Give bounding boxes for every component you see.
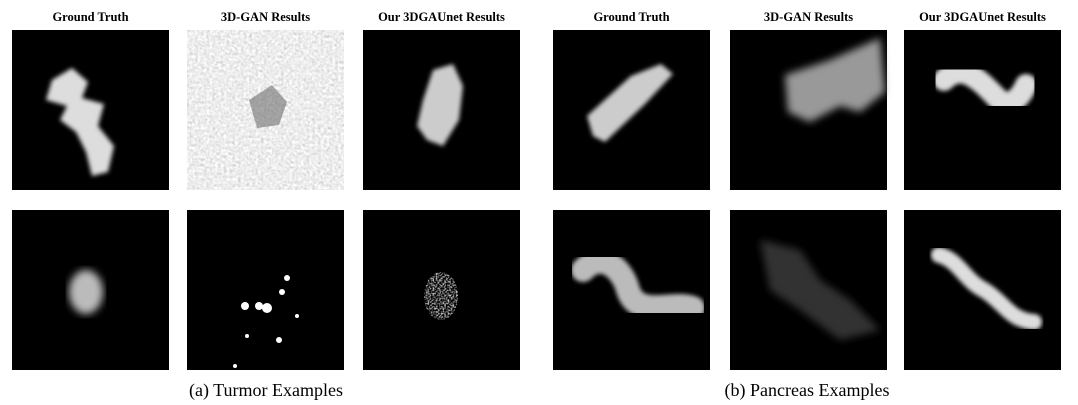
figure-canvas: Ground Truth 3D-GAN Results Our 3DGAUnet R… (0, 0, 1078, 405)
image (363, 30, 520, 190)
image (187, 210, 344, 370)
image (553, 30, 710, 190)
dot (295, 314, 299, 318)
figure: Ground Truth 3D-GAN Results Our 3DGAUnet R… (0, 0, 1078, 405)
image (12, 210, 169, 370)
image (363, 210, 520, 370)
column-header: 3D-GAN Results (764, 10, 853, 24)
caption: (a) Turmor Examples (189, 380, 343, 401)
blob (69, 270, 103, 314)
image-background (187, 210, 344, 370)
dot (262, 303, 272, 313)
dot (233, 364, 237, 368)
column-header: Ground Truth (52, 10, 128, 24)
caption: (b) Pancreas Examples (725, 380, 890, 401)
column-header: Ground Truth (593, 10, 669, 24)
image (904, 210, 1061, 370)
blob (424, 272, 458, 320)
column-header: Our 3DGAUnet Results (919, 10, 1046, 24)
dot (241, 302, 249, 310)
dot (284, 275, 290, 281)
image (730, 210, 887, 370)
image-background (904, 30, 1061, 190)
image (12, 30, 169, 190)
image (904, 30, 1061, 190)
dot (276, 337, 282, 343)
image (553, 210, 710, 370)
image (187, 30, 344, 190)
dot (279, 289, 285, 295)
image (730, 30, 887, 190)
dot (245, 334, 249, 338)
column-header: 3D-GAN Results (221, 10, 310, 24)
column-header: Our 3DGAUnet Results (378, 10, 505, 24)
dot (255, 302, 263, 310)
